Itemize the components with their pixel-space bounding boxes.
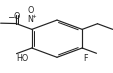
Text: −: − xyxy=(7,12,14,21)
Text: +: + xyxy=(32,14,36,19)
Text: O: O xyxy=(27,6,33,15)
Text: O: O xyxy=(14,12,20,21)
Text: F: F xyxy=(82,54,87,63)
Text: HO: HO xyxy=(16,54,28,63)
Text: N: N xyxy=(27,15,33,24)
